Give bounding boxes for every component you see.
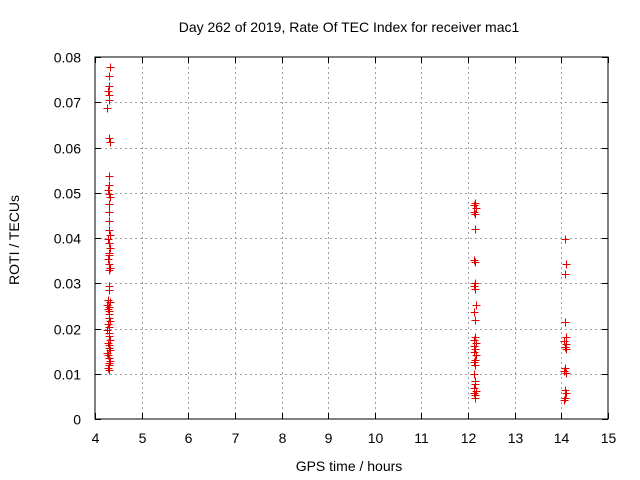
data-point	[106, 357, 115, 366]
data-point	[106, 244, 115, 253]
x-tick-label: 10	[368, 430, 384, 446]
x-tick-label: 6	[185, 430, 193, 446]
data-point	[104, 339, 113, 348]
x-tick-label: 15	[601, 430, 617, 446]
data-point	[471, 210, 480, 219]
data-point	[106, 264, 115, 273]
data-point	[471, 285, 480, 294]
y-tick-label: 0.04	[54, 231, 81, 247]
data-point	[105, 286, 114, 295]
data-point	[105, 134, 114, 143]
y-tick-label: 0.02	[54, 322, 81, 338]
x-tick-label: 4	[92, 430, 100, 446]
data-point	[105, 72, 114, 81]
data-point	[471, 225, 480, 234]
data-point	[105, 96, 114, 105]
data-point	[104, 87, 113, 96]
data-point	[103, 349, 112, 358]
data-point	[104, 235, 113, 244]
data-point	[561, 394, 570, 403]
data-point	[470, 308, 479, 317]
data-point	[106, 231, 115, 240]
data-point	[471, 380, 480, 389]
data-point	[105, 82, 114, 91]
data-point	[105, 226, 114, 235]
x-tick-label: 5	[139, 430, 147, 446]
data-point	[472, 387, 481, 396]
x-axis-label: GPS time / hours	[296, 458, 403, 474]
y-axis-label: ROTI / TECUs	[6, 195, 22, 285]
y-tick-label: 0.08	[54, 50, 81, 66]
data-point	[562, 369, 571, 378]
x-tick-label: 7	[232, 430, 240, 446]
data-point	[560, 396, 569, 405]
data-point	[562, 333, 571, 342]
y-tick-label: 0.01	[54, 367, 81, 383]
data-point	[105, 366, 114, 375]
x-tick-label: 13	[508, 430, 524, 446]
data-point	[471, 361, 480, 370]
axis-ticks: 4 5 6 7 8 9 10 11 12 13 14 15 0 0.01 0.02 0.03 0.04 0.05 0…	[54, 50, 617, 447]
data-point	[471, 394, 480, 403]
data-point	[561, 270, 570, 279]
data-point	[105, 251, 114, 260]
x-tick-label: 12	[461, 430, 477, 446]
y-tick-label: 0.03	[54, 276, 81, 292]
y-tick-label: 0.05	[54, 186, 81, 202]
data-point	[472, 204, 481, 213]
data-point	[562, 260, 571, 269]
data-point	[103, 301, 112, 310]
data-point	[470, 389, 479, 398]
data-point	[471, 258, 480, 267]
data-point	[105, 181, 114, 190]
data-point	[105, 208, 114, 217]
data-point	[104, 305, 113, 314]
data-point	[106, 63, 115, 72]
x-tick-label: 14	[554, 430, 570, 446]
data-point	[561, 343, 570, 352]
y-tick-label: 0.07	[54, 95, 81, 111]
data-point	[104, 186, 113, 195]
data-point	[472, 351, 481, 360]
y-tick-label: 0	[73, 412, 81, 428]
data-point	[561, 318, 570, 327]
data-point	[470, 208, 479, 217]
data-point	[105, 239, 114, 248]
data-point	[105, 332, 114, 341]
data-point	[561, 235, 570, 244]
data-point	[472, 301, 481, 310]
data-point	[104, 364, 113, 373]
data-point	[470, 370, 479, 379]
data-point	[471, 316, 480, 325]
data-point	[562, 389, 571, 398]
data-point	[562, 345, 571, 354]
data-point	[105, 344, 114, 353]
data-point	[104, 255, 113, 264]
grid-lines	[95, 57, 608, 419]
data-point	[104, 296, 113, 305]
x-tick-label: 8	[279, 430, 287, 446]
data-points	[103, 63, 571, 405]
data-point	[560, 367, 569, 376]
data-point	[470, 256, 479, 265]
y-tick-label: 0.06	[54, 141, 81, 157]
x-tick-label: 11	[414, 430, 429, 446]
data-point	[105, 200, 114, 209]
data-point	[106, 138, 115, 147]
data-point	[471, 199, 480, 208]
data-point	[106, 193, 115, 202]
data-point	[105, 172, 114, 181]
chart-title: Day 262 of 2019, Rate Of TEC Index for r…	[179, 19, 520, 35]
data-point	[105, 217, 114, 226]
data-point	[103, 104, 112, 113]
data-point	[105, 266, 114, 275]
x-tick-label: 9	[325, 430, 333, 446]
